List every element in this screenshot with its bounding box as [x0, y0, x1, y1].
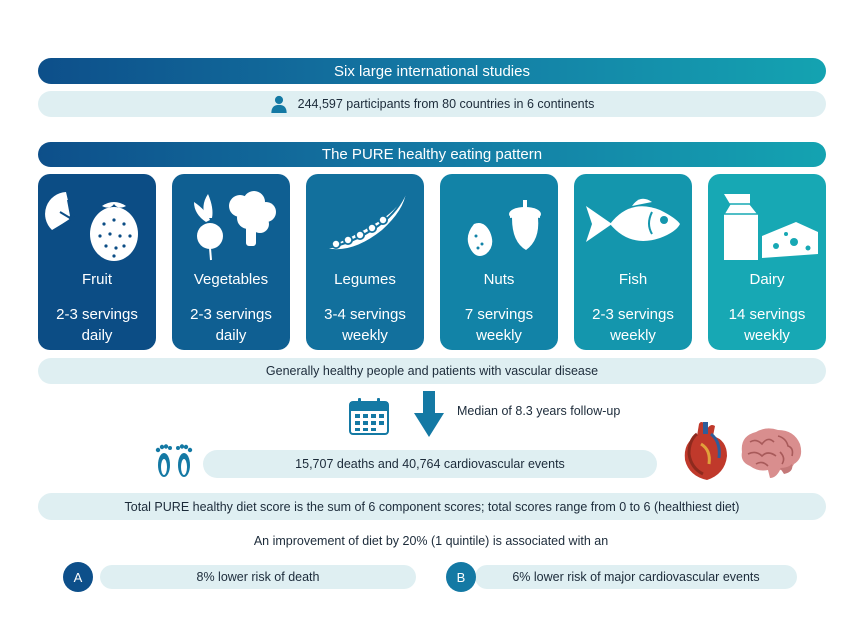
food-name-dairy: Dairy [749, 271, 785, 288]
participants-text: 244,597 participants from 80 countries i… [297, 97, 595, 111]
food-servings-dairy: 14 servings weekly [708, 304, 826, 346]
food-name-fish: Fish [618, 271, 648, 288]
food-name-nuts: Nuts [483, 271, 515, 288]
servings-amount: 2-3 servings [190, 306, 272, 323]
person-icon [270, 95, 287, 113]
food-card-fish: Fish 2-3 servings weekly [574, 174, 692, 350]
nuts-icon [467, 200, 541, 256]
events-text: 15,707 deaths and 40,764 cardiovascular … [295, 457, 565, 471]
improvement-text: An improvement of diet by 20% (1 quintil… [253, 534, 609, 548]
score-text: Total PURE healthy diet score is the sum… [124, 499, 740, 514]
servings-frequency: weekly [476, 327, 522, 344]
legumes-icon [325, 191, 407, 250]
studies-title: Six large international studies [334, 62, 530, 80]
brain-icon [741, 428, 802, 478]
servings-frequency: daily [81, 327, 113, 344]
food-card-legumes: Legumes 3-4 servings weekly [306, 174, 424, 350]
pattern-banner: The PURE healthy eating pattern [38, 142, 826, 167]
servings-amount: 2-3 servings [56, 306, 138, 323]
food-name-legumes: Legumes [334, 271, 396, 288]
food-name-vegetables: Vegetables [193, 271, 269, 288]
food-card-nuts: Nuts 7 servings weekly [440, 174, 558, 350]
dairy-icon [722, 194, 818, 260]
score-pill: Total PURE healthy diet score is the sum… [38, 493, 826, 520]
servings-amount: 7 servings [464, 306, 534, 323]
food-groups: Fruit 2-3 servings daily Vegetables 2-3 … [38, 174, 826, 350]
studies-banner: Six large international studies [38, 58, 826, 84]
fruit-icon [45, 192, 138, 261]
result-b-pill: 6% lower risk of major cardiovascular ev… [475, 565, 797, 589]
servings-amount: 14 servings [728, 306, 806, 323]
population-text: Generally healthy people and patients wi… [265, 364, 599, 378]
result-a-letter: A [73, 569, 83, 585]
result-b-letter: B [456, 569, 466, 585]
result-b-badge: B [446, 562, 476, 592]
servings-amount: 3-4 servings [324, 306, 406, 323]
food-servings-fish: 2-3 servings weekly [574, 304, 692, 346]
calendar-icon [349, 398, 389, 435]
food-name-fruit: Fruit [82, 271, 112, 288]
population-pill: Generally healthy people and patients wi… [38, 358, 826, 384]
food-servings-vegetables: 2-3 servings daily [172, 304, 290, 346]
events-pill: 15,707 deaths and 40,764 cardiovascular … [203, 450, 657, 478]
food-card-dairy: Dairy 14 servings weekly [708, 174, 826, 350]
result-a-text: 8% lower risk of death [196, 570, 320, 584]
participants-pill: 244,597 participants from 80 countries i… [38, 91, 826, 117]
food-servings-legumes: 3-4 servings weekly [306, 304, 424, 346]
vegetables-icon [194, 191, 276, 261]
food-card-fruit: Fruit 2-3 servings daily [38, 174, 156, 350]
food-servings-nuts: 7 servings weekly [440, 304, 558, 346]
followup-text: Median of 8.3 years follow-up [457, 404, 621, 418]
food-servings-fruit: 2-3 servings daily [38, 304, 156, 346]
servings-frequency: weekly [610, 327, 656, 344]
pattern-title: The PURE healthy eating pattern [321, 146, 543, 163]
heart-icon [684, 422, 727, 480]
food-card-vegetables: Vegetables 2-3 servings daily [172, 174, 290, 350]
result-a-pill: 8% lower risk of death [100, 565, 416, 589]
servings-amount: 2-3 servings [592, 306, 674, 323]
servings-frequency: weekly [744, 327, 790, 344]
down-arrow-icon [414, 391, 444, 437]
result-b-text: 6% lower risk of major cardiovascular ev… [512, 570, 760, 584]
servings-frequency: weekly [342, 327, 388, 344]
servings-frequency: daily [215, 327, 247, 344]
fish-icon [586, 198, 680, 242]
result-a-badge: A [63, 562, 93, 592]
footprints-icon [155, 444, 193, 477]
